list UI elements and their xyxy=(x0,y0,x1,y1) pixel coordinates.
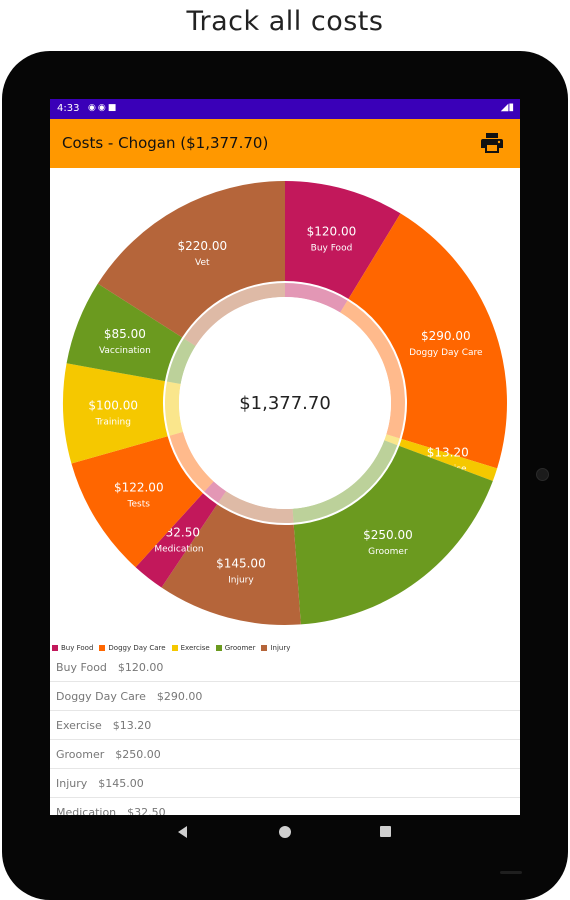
slice-category-label: Buy Food xyxy=(311,243,353,253)
status-time: 4:33 xyxy=(57,103,80,114)
device-speaker-slot xyxy=(500,871,522,874)
slice-category-label: Injury xyxy=(228,575,254,585)
slice-value-label: $250.00 xyxy=(363,528,413,542)
chart-legend: Buy Food Doggy Day Care Exercise Groomer Inj… xyxy=(52,641,290,655)
cost-name: Buy Food xyxy=(56,660,107,674)
legend-swatch xyxy=(261,645,268,651)
slice-band-vet xyxy=(183,283,285,347)
slice-medication[interactable] xyxy=(135,493,218,588)
slice-injury[interactable] xyxy=(161,504,301,625)
legend-item: Injury xyxy=(261,644,290,652)
slice-doggy-day-care[interactable] xyxy=(348,213,507,469)
slice-category-label: Training xyxy=(94,417,131,427)
slice-value-label: $13.20 xyxy=(427,446,469,460)
cost-name: Groomer xyxy=(56,747,105,761)
recent-apps-icon[interactable] xyxy=(380,826,391,837)
notification-icons: ◉◉■ xyxy=(88,103,119,113)
legend-label: Doggy Day Care xyxy=(108,644,166,652)
cost-name: Exercise xyxy=(56,718,102,732)
slice-band-vaccination xyxy=(166,338,196,385)
slice-band-injury xyxy=(218,491,294,523)
cost-amount: $32.50 xyxy=(127,805,166,816)
slice-band-tests xyxy=(169,431,214,492)
legend-swatch xyxy=(52,645,58,651)
cost-list-item[interactable]: Exercise $13.20 xyxy=(50,711,520,740)
legend-swatch xyxy=(215,645,222,651)
cost-amount: $250.00 xyxy=(115,747,161,761)
slice-category-label: Doggy Day Care xyxy=(409,348,483,358)
navigation-bar xyxy=(50,815,520,849)
legend-label: Exercise xyxy=(180,644,210,652)
legend-item: Groomer xyxy=(215,644,256,652)
slice-value-label: $290.00 xyxy=(421,329,471,343)
cost-list-item[interactable]: Groomer $250.00 xyxy=(50,740,520,769)
cost-list-item[interactable]: Medication $32.50 xyxy=(50,798,520,816)
print-button[interactable] xyxy=(480,131,504,155)
slice-value-label: $220.00 xyxy=(177,239,227,253)
cost-name: Injury xyxy=(56,776,88,790)
slice-category-label: Vaccination xyxy=(99,346,151,356)
legend-item: Exercise xyxy=(171,644,210,652)
slice-training[interactable] xyxy=(62,363,168,464)
cost-donut-chart: $120.00 Buy Food $290.00 Doggy Day Care $13.… xyxy=(50,168,520,638)
legend-label: Groomer xyxy=(224,644,256,652)
cost-list-item[interactable]: Doggy Day Care $290.00 xyxy=(50,682,520,711)
cost-amount: $145.00 xyxy=(98,776,144,790)
legend-item: Doggy Day Care xyxy=(99,644,166,652)
slice-band-exercise xyxy=(384,434,400,446)
status-bar: 4:33 ◉◉■ ◢▮ xyxy=(50,99,520,119)
legend-label: Buy Food xyxy=(61,644,94,652)
donut-center-total: $1,377.70 xyxy=(239,393,331,414)
home-icon[interactable] xyxy=(279,826,291,838)
page-title: Costs - Chogan ($1,377.70) xyxy=(62,134,269,152)
legend-label: Injury xyxy=(270,644,291,652)
slice-band-buy-food xyxy=(285,283,348,313)
cost-name: Medication xyxy=(56,805,117,816)
slice-exercise[interactable] xyxy=(399,438,498,482)
slice-buy-food[interactable] xyxy=(285,181,401,299)
legend-swatch xyxy=(99,645,106,651)
back-icon[interactable] xyxy=(178,826,187,838)
app-bar: Costs - Chogan ($1,377.70) xyxy=(50,119,520,168)
cost-amount: $120.00 xyxy=(117,660,164,674)
app-screen: 4:33 ◉◉■ ◢▮ Costs - Chogan ($1,377.70) $… xyxy=(50,99,520,815)
slice-value-label: $100.00 xyxy=(88,398,138,412)
screenshot-caption: Track all costs xyxy=(186,6,384,37)
cost-list: Buy Food $120.00 Doggy Day Care $290.00 Exer… xyxy=(50,653,520,815)
camera-lens xyxy=(536,468,549,481)
cost-list-item[interactable]: Buy Food $120.00 xyxy=(50,653,520,682)
legend-item: Buy Food xyxy=(52,644,93,652)
cost-amount: $290.00 xyxy=(156,689,203,703)
slice-vaccination[interactable] xyxy=(66,283,183,382)
slice-groomer[interactable] xyxy=(293,445,493,625)
slice-vet[interactable] xyxy=(97,181,285,338)
slice-band-groomer xyxy=(292,440,398,523)
cost-amount: $13.20 xyxy=(112,718,152,732)
slice-category-label: Tests xyxy=(127,500,151,510)
slice-category-label: Groomer xyxy=(368,547,408,557)
cost-name: Doggy Day Care xyxy=(56,689,146,703)
legend-swatch xyxy=(171,645,178,651)
slice-category-label: Medication xyxy=(154,544,203,554)
slice-tests[interactable] xyxy=(71,436,203,568)
donut-center xyxy=(179,297,391,509)
slice-band-medication xyxy=(204,481,227,503)
slice-value-label: $85.00 xyxy=(104,327,146,341)
slice-value-label: $120.00 xyxy=(307,224,357,238)
slice-category-label: Vet xyxy=(195,258,210,268)
slice-band-training xyxy=(165,381,184,436)
donut-chart-svg: $120.00 Buy Food $290.00 Doggy Day Care $13.… xyxy=(62,181,507,625)
slice-band-doggy-day-care xyxy=(340,300,405,439)
signal-battery-icon: ◢▮ xyxy=(500,102,514,113)
slice-value-label: $145.00 xyxy=(216,556,266,570)
slice-value-label: $122.00 xyxy=(114,481,164,495)
print-icon xyxy=(481,133,503,153)
cost-list-item[interactable]: Injury $145.00 xyxy=(50,769,520,798)
